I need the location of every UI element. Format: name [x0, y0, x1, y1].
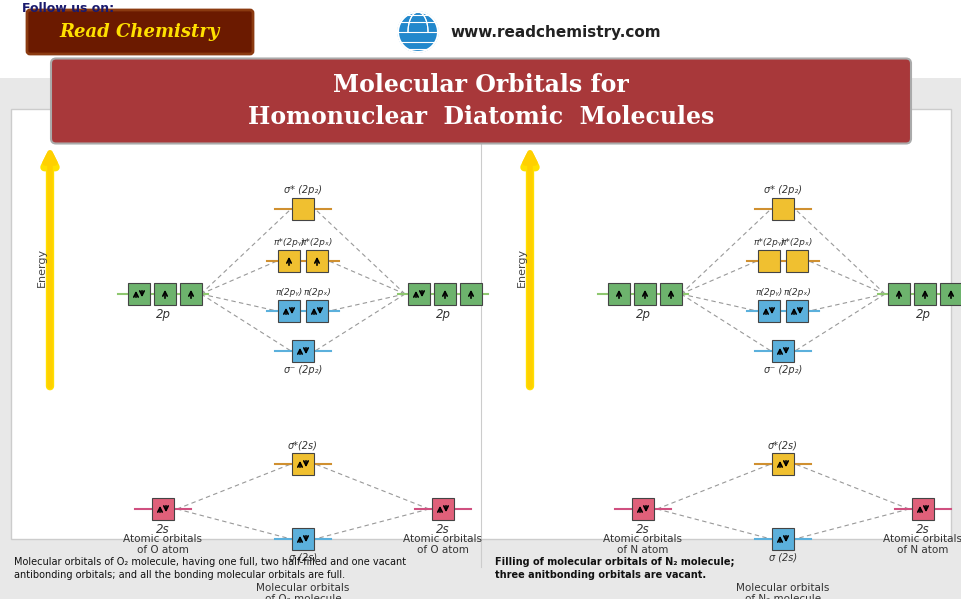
Text: 2p: 2p [156, 308, 170, 321]
Text: 2s: 2s [156, 523, 170, 536]
Text: σ*(2s): σ*(2s) [287, 440, 317, 450]
FancyBboxPatch shape [771, 198, 793, 220]
FancyBboxPatch shape [633, 283, 655, 305]
FancyBboxPatch shape [771, 528, 793, 550]
FancyBboxPatch shape [278, 250, 300, 272]
FancyBboxPatch shape [292, 528, 313, 550]
FancyBboxPatch shape [607, 283, 629, 305]
FancyBboxPatch shape [459, 283, 481, 305]
Text: Molecular orbitals: Molecular orbitals [735, 583, 828, 593]
Text: Atomic orbitals: Atomic orbitals [123, 534, 202, 544]
Text: σ⁻ (2p₂): σ⁻ (2p₂) [283, 365, 322, 375]
FancyBboxPatch shape [292, 340, 313, 362]
Text: 2p: 2p [915, 308, 929, 321]
Text: Homonuclear  Diatomic  Molecules: Homonuclear Diatomic Molecules [248, 105, 713, 129]
Text: of O atom: of O atom [417, 545, 468, 555]
Circle shape [398, 12, 437, 52]
Text: 2s: 2s [435, 523, 450, 536]
FancyBboxPatch shape [292, 198, 313, 220]
Text: of O atom: of O atom [136, 545, 188, 555]
FancyBboxPatch shape [152, 498, 174, 520]
Text: π*(2pᵧ): π*(2pᵧ) [273, 238, 305, 247]
Text: Filling of molecular orbitals of N₂ molecule;
three anitbonding orbitals are vac: Filling of molecular orbitals of N₂ mole… [495, 557, 734, 580]
Text: of N atom: of N atom [617, 545, 668, 555]
Text: π(2pᵧ): π(2pᵧ) [275, 288, 303, 297]
FancyBboxPatch shape [659, 283, 681, 305]
FancyBboxPatch shape [292, 453, 313, 475]
FancyBboxPatch shape [0, 0, 961, 78]
FancyBboxPatch shape [771, 340, 793, 362]
FancyBboxPatch shape [278, 300, 300, 322]
FancyBboxPatch shape [11, 109, 950, 539]
Text: Molecular orbitals: Molecular orbitals [256, 583, 350, 593]
Text: Atomic orbitals: Atomic orbitals [403, 534, 482, 544]
FancyBboxPatch shape [757, 250, 779, 272]
FancyBboxPatch shape [913, 283, 935, 305]
Text: Read Chemistry: Read Chemistry [60, 23, 220, 41]
Text: of N₂ molecule: of N₂ molecule [744, 594, 820, 599]
Text: 2p: 2p [635, 308, 650, 321]
FancyBboxPatch shape [785, 250, 807, 272]
Text: Atomic orbitals: Atomic orbitals [882, 534, 961, 544]
Text: of O₂ molecule: of O₂ molecule [264, 594, 341, 599]
Text: 2s: 2s [915, 523, 929, 536]
Text: Molecular orbitals of O₂ molecule, having one full, two half-filled and one vaca: Molecular orbitals of O₂ molecule, havin… [14, 557, 406, 580]
Text: σ* (2p₂): σ* (2p₂) [283, 185, 322, 195]
FancyBboxPatch shape [785, 300, 807, 322]
FancyBboxPatch shape [306, 300, 328, 322]
FancyBboxPatch shape [128, 283, 150, 305]
Text: σ*(2s): σ*(2s) [767, 440, 797, 450]
Text: 2s: 2s [635, 523, 649, 536]
FancyBboxPatch shape [154, 283, 176, 305]
FancyBboxPatch shape [433, 283, 456, 305]
Text: Atomic orbitals: Atomic orbitals [603, 534, 681, 544]
Text: π(2pₓ): π(2pₓ) [303, 288, 331, 297]
Text: 2p: 2p [435, 308, 450, 321]
FancyBboxPatch shape [27, 10, 253, 54]
FancyBboxPatch shape [51, 59, 910, 144]
Text: π(2pₓ): π(2pₓ) [782, 288, 810, 297]
Text: www.readchemistry.com: www.readchemistry.com [450, 25, 660, 40]
Text: π*(2pᵧ): π*(2pᵧ) [752, 238, 784, 247]
Text: π(2pᵧ): π(2pᵧ) [754, 288, 782, 297]
Text: Molecular Orbitals for: Molecular Orbitals for [333, 73, 628, 97]
FancyBboxPatch shape [757, 300, 779, 322]
Text: Energy: Energy [516, 247, 527, 286]
Text: σ* (2p₂): σ* (2p₂) [763, 185, 801, 195]
FancyBboxPatch shape [911, 498, 933, 520]
Text: σ (2s): σ (2s) [768, 553, 797, 563]
FancyBboxPatch shape [431, 498, 454, 520]
Text: Energy: Energy [37, 247, 47, 286]
FancyBboxPatch shape [180, 283, 202, 305]
FancyBboxPatch shape [407, 283, 430, 305]
Text: σ (2s): σ (2s) [288, 553, 317, 563]
Text: π*(2pₓ): π*(2pₓ) [780, 238, 812, 247]
Text: π*(2pₓ): π*(2pₓ) [301, 238, 333, 247]
FancyBboxPatch shape [771, 453, 793, 475]
Text: of N atom: of N atom [897, 545, 948, 555]
FancyBboxPatch shape [306, 250, 328, 272]
FancyBboxPatch shape [631, 498, 653, 520]
Text: σ⁻ (2p₂): σ⁻ (2p₂) [763, 365, 801, 375]
FancyBboxPatch shape [939, 283, 961, 305]
FancyBboxPatch shape [887, 283, 909, 305]
Text: Follow us on:: Follow us on: [22, 2, 114, 15]
